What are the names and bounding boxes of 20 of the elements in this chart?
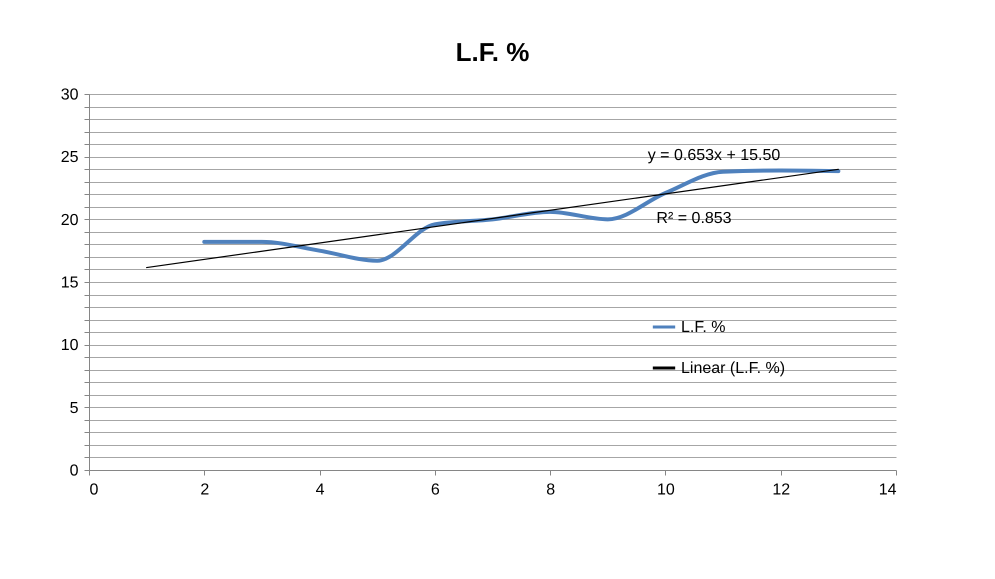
- x-tick-label: 4: [316, 482, 325, 498]
- chart-title: L.F. %: [456, 37, 530, 67]
- x-tick-label: 6: [430, 482, 440, 498]
- legend-label: L.F. %: [681, 319, 726, 336]
- x-tick-label: 0: [90, 482, 98, 498]
- annotation: R² = 0.853: [656, 210, 732, 227]
- x-tick-label: 14: [878, 482, 897, 498]
- x-tick-label: 12: [772, 482, 790, 498]
- x-tick-label: 10: [657, 482, 675, 498]
- y-tick-label: 25: [60, 149, 79, 166]
- annotation: y = 0.653x + 15.50: [648, 147, 780, 164]
- y-tick-label: 0: [70, 462, 79, 480]
- y-tick-label: 15: [60, 274, 79, 292]
- y-tick-label: 30: [60, 86, 79, 104]
- x-tick-label: 8: [546, 482, 556, 498]
- x-tick-label: 2: [200, 482, 210, 498]
- legend-label: Linear (L.F. %): [681, 360, 786, 377]
- y-tick-label: 10: [60, 337, 79, 354]
- y-tick-label: 5: [70, 400, 79, 417]
- y-tick-label: 20: [60, 212, 79, 229]
